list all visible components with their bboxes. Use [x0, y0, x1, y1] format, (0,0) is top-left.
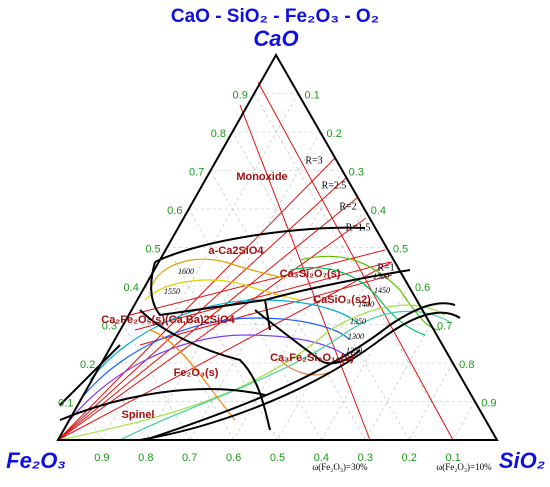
corner-label: CaO: [253, 26, 298, 51]
tick-label: 0.5: [145, 243, 160, 255]
isotherm-label: 1250: [346, 346, 362, 355]
grid-line: [123, 324, 190, 441]
tick-label: 0.3: [102, 320, 117, 332]
grid-line: [101, 362, 147, 441]
tick-label: 0.4: [314, 452, 329, 464]
grid-line: [408, 362, 454, 441]
annotation: ω(Fe₂O₃)=30%: [312, 462, 368, 472]
grid-line: [79, 401, 103, 441]
tick-label: 0.3: [349, 166, 364, 178]
isotherm-label: 1300: [348, 332, 364, 341]
phase-label: Spinel: [121, 409, 154, 421]
tick-label: 0.8: [138, 452, 153, 464]
tick-label: 0.7: [189, 166, 204, 178]
phase-boundary: [139, 309, 271, 431]
isotherm-label: 1450: [374, 286, 390, 295]
isotherm-label: 1550: [164, 287, 180, 296]
tick-label: 0.1: [58, 397, 73, 409]
isotherm: [69, 334, 346, 421]
phase-label: Fe₂O₃(s): [174, 367, 219, 379]
tick-label: 0.7: [182, 452, 197, 464]
tick-label: 0.9: [481, 397, 496, 409]
ratio-line: [129, 249, 386, 316]
ratio-line: [57, 261, 393, 441]
ratio-label: R=3: [305, 155, 322, 166]
isotherm: [279, 359, 331, 376]
phase-label: Ca₂Fe₂O₅(s)(Ca,Ba)2SiO4: [101, 314, 235, 326]
curves: [57, 81, 461, 441]
tick-label: 0.5: [270, 452, 285, 464]
grid-line: [210, 170, 366, 441]
phase-label: Ca₃Fe₂Si₃O₁₂(s): [270, 352, 354, 364]
isotherm-label: 1500: [373, 272, 389, 281]
isotherm-label: 1600: [178, 267, 194, 276]
ratio-label: R=2.5: [322, 180, 347, 191]
grid-line: [166, 247, 278, 441]
tick-label: 0.2: [327, 128, 342, 140]
phase-label: Ca₃Si₂O₇(s): [280, 268, 341, 280]
grid-line: [253, 93, 454, 441]
ratio-line: [57, 157, 336, 441]
labels: 0.9 0.8 0.7 0.6 0.5 0.4 0.3 0.2 0.1 0.1 0.2 0.3 0.4 0…: [58, 89, 496, 472]
grid-line: [452, 401, 476, 441]
isotherm: [149, 329, 236, 421]
phase-label: Monoxide: [236, 171, 287, 183]
tick-label: 0.4: [371, 205, 386, 217]
ratio-line: [134, 261, 391, 331]
tick-label: 0.2: [402, 452, 417, 464]
grid-line: [101, 93, 299, 441]
tick-label: 0.7: [437, 320, 452, 332]
tick-label: 0.6: [167, 205, 182, 217]
tick-label: 0.5: [393, 243, 408, 255]
phase-boundary: [154, 226, 366, 263]
ratio-label: R=2: [339, 201, 356, 212]
tick-label: 0.1: [445, 452, 460, 464]
grid-line: [365, 324, 431, 441]
tick-label: 0.8: [459, 359, 474, 371]
phase-label: CaSiO₃(s2): [313, 294, 371, 306]
tick-label: 0.1: [304, 89, 319, 101]
tick-label: 0.4: [124, 282, 139, 294]
tick-label: 0.3: [358, 452, 373, 464]
corner-label: Fe₂O₃: [6, 448, 66, 473]
phase-boundary: [139, 311, 461, 441]
ratio-line: [57, 197, 358, 441]
ratio-label: R=1: [377, 262, 394, 273]
annotation: ω(Fe₂O₃)=10%: [436, 462, 492, 472]
grid: [79, 93, 476, 441]
phase-boundary: [144, 302, 456, 441]
tick-label: 0.2: [80, 359, 95, 371]
tick-label: 0.8: [211, 128, 226, 140]
grid-line: [277, 247, 387, 441]
tick-label: 0.6: [415, 282, 430, 294]
isotherm: [299, 255, 441, 331]
ratio-label: R=1.5: [346, 222, 371, 233]
isotherm: [149, 258, 286, 291]
phase-boundary: [254, 299, 361, 365]
tick-label: 0.9: [94, 452, 109, 464]
isotherm: [289, 267, 426, 336]
title: CaO - SiO₂ - Fe₂O₃ - O₂: [171, 6, 379, 27]
triangle: [56, 52, 499, 441]
tick-label: 0.6: [226, 452, 241, 464]
phase-boundary: [150, 261, 411, 317]
grid-line: [233, 208, 365, 441]
isotherm-label: 1350: [350, 317, 366, 326]
isotherm-label: 1400: [358, 300, 374, 309]
grid-line: [145, 131, 321, 441]
grid-line: [232, 131, 410, 441]
phase-label: a-Ca2SiO4: [208, 245, 264, 257]
phase-boundary: [59, 344, 266, 421]
isotherm: [59, 304, 446, 441]
ratio-line: [239, 104, 371, 441]
corner-label: SiO₂: [499, 448, 545, 473]
isotherm: [89, 299, 361, 381]
tick-label: 0.9: [233, 89, 248, 101]
isotherm: [119, 310, 451, 441]
